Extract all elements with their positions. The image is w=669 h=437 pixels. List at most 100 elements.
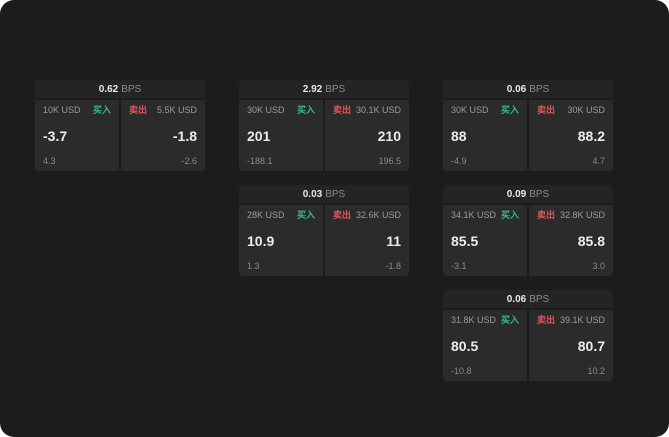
buy-delta: 1.3	[247, 261, 260, 271]
sell-label: 卖出	[537, 210, 556, 220]
buy-price: 10.9	[247, 233, 275, 249]
sell-top-row: 卖出 30K USD	[537, 106, 605, 115]
quote-card: 2.92 BPS 30K USD 买入 201 -188.1 卖出 30.1K …	[239, 80, 409, 171]
sell-panel[interactable]: 卖出 32.8K USD 85.8 3.0	[529, 205, 613, 276]
spread-header: 0.06 BPS	[443, 80, 613, 98]
spread-unit: BPS	[325, 83, 346, 95]
buy-delta: 4.3	[43, 156, 56, 166]
buy-label: 买入	[500, 315, 519, 325]
sell-label: 卖出	[129, 105, 148, 115]
buy-amount: 30K USD	[247, 105, 285, 115]
spread-unit: BPS	[325, 188, 346, 200]
spread-unit: BPS	[529, 188, 550, 200]
buy-amount: 28K USD	[247, 210, 285, 220]
sell-label: 卖出	[333, 210, 352, 220]
quote-panels: 28K USD 买入 10.9 1.3 卖出 32.6K USD 11 -1.8	[239, 205, 409, 276]
sell-amount: 5.5K USD	[156, 105, 197, 115]
buy-delta: -3.1	[451, 261, 467, 271]
buy-price: 80.5	[451, 338, 479, 354]
quote-panels: 34.1K USD 买入 85.5 -3.1 卖出 32.8K USD 85.8…	[443, 205, 613, 276]
quote-card: 0.62 BPS 10K USD 买入 -3.7 4.3 卖出 5.5K USD	[35, 80, 205, 171]
sell-amount: 30K USD	[567, 105, 605, 115]
sell-delta: 10.2	[587, 366, 605, 376]
sell-label: 卖出	[537, 315, 556, 325]
sell-label: 卖出	[537, 105, 556, 115]
sell-panel[interactable]: 卖出 30K USD 88.2 4.7	[529, 100, 613, 171]
spread-header: 0.09 BPS	[443, 185, 613, 203]
sell-panel[interactable]: 卖出 30.1K USD 210 196.5	[325, 100, 409, 171]
buy-top-row: 34.1K USD 买入	[451, 211, 519, 220]
quote-card: 0.09 BPS 34.1K USD 买入 85.5 -3.1 卖出 32.8K…	[443, 185, 613, 276]
sell-panel[interactable]: 卖出 5.5K USD -1.8 -2.6	[121, 100, 205, 171]
buy-top-row: 28K USD 买入	[247, 211, 315, 220]
sell-delta: -1.8	[385, 261, 401, 271]
sell-top-row: 卖出 32.8K USD	[537, 211, 605, 220]
buy-delta: -10.8	[451, 366, 472, 376]
buy-amount: 31.8K USD	[451, 315, 497, 325]
quote-card: 0.06 BPS 31.8K USD 买入 80.5 -10.8 卖出 39.1…	[443, 290, 613, 381]
sell-panel[interactable]: 卖出 32.6K USD 11 -1.8	[325, 205, 409, 276]
buy-amount: 10K USD	[43, 105, 81, 115]
spread-value: 0.62	[98, 83, 119, 95]
quote-card: 0.06 BPS 30K USD 买入 88 -4.9 卖出 30K USD	[443, 80, 613, 171]
sell-price: 88.2	[577, 128, 605, 144]
sell-price: 85.8	[577, 233, 605, 249]
sell-price: 210	[377, 128, 401, 144]
buy-label: 买入	[296, 210, 315, 220]
sell-amount: 39.1K USD	[559, 315, 605, 325]
buy-amount: 34.1K USD	[451, 210, 497, 220]
buy-label: 买入	[296, 105, 315, 115]
sell-price: -1.8	[172, 128, 197, 144]
sell-top-row: 卖出 32.6K USD	[333, 211, 401, 220]
buy-panel[interactable]: 30K USD 买入 201 -188.1	[239, 100, 323, 171]
quote-panels: 30K USD 买入 88 -4.9 卖出 30K USD 88.2 4.7	[443, 100, 613, 171]
buy-panel[interactable]: 10K USD 买入 -3.7 4.3	[35, 100, 119, 171]
quote-panels: 10K USD 买入 -3.7 4.3 卖出 5.5K USD -1.8 -2.…	[35, 100, 205, 171]
buy-label: 买入	[92, 105, 111, 115]
quote-panels: 31.8K USD 买入 80.5 -10.8 卖出 39.1K USD 80.…	[443, 310, 613, 381]
sell-top-row: 卖出 30.1K USD	[333, 106, 401, 115]
spread-unit: BPS	[529, 83, 550, 95]
sell-delta: 4.7	[592, 156, 605, 166]
buy-panel[interactable]: 34.1K USD 买入 85.5 -3.1	[443, 205, 527, 276]
sell-delta: -2.6	[181, 156, 197, 166]
buy-panel[interactable]: 30K USD 买入 88 -4.9	[443, 100, 527, 171]
spread-header: 0.03 BPS	[239, 185, 409, 203]
sell-top-row: 卖出 39.1K USD	[537, 316, 605, 325]
sell-price: 80.7	[577, 338, 605, 354]
buy-top-row: 10K USD 买入	[43, 106, 111, 115]
buy-price: 88	[451, 128, 467, 144]
buy-price: 85.5	[451, 233, 479, 249]
spread-value: 0.09	[506, 188, 527, 200]
buy-top-row: 31.8K USD 买入	[451, 316, 519, 325]
buy-price: 201	[247, 128, 271, 144]
quote-panels: 30K USD 买入 201 -188.1 卖出 30.1K USD 210 1…	[239, 100, 409, 171]
spread-unit: BPS	[529, 293, 550, 305]
sell-amount: 30.1K USD	[355, 105, 401, 115]
buy-top-row: 30K USD 买入	[247, 106, 315, 115]
spread-unit: BPS	[121, 83, 142, 95]
sell-delta: 196.5	[378, 156, 401, 166]
quote-cards-grid: 0.62 BPS 10K USD 买入 -3.7 4.3 卖出 5.5K USD	[35, 80, 613, 381]
sell-panel[interactable]: 卖出 39.1K USD 80.7 10.2	[529, 310, 613, 381]
buy-label: 买入	[500, 210, 519, 220]
buy-panel[interactable]: 31.8K USD 买入 80.5 -10.8	[443, 310, 527, 381]
sell-top-row: 卖出 5.5K USD	[129, 106, 197, 115]
spread-header: 0.62 BPS	[35, 80, 205, 98]
spread-value: 0.06	[506, 293, 527, 305]
sell-delta: 3.0	[592, 261, 605, 271]
quote-card: 0.03 BPS 28K USD 买入 10.9 1.3 卖出 32.6K US…	[239, 185, 409, 276]
spread-header: 2.92 BPS	[239, 80, 409, 98]
buy-top-row: 30K USD 买入	[451, 106, 519, 115]
spread-value: 2.92	[302, 83, 323, 95]
sell-amount: 32.6K USD	[355, 210, 401, 220]
sell-label: 卖出	[333, 105, 352, 115]
spread-value: 0.03	[302, 188, 323, 200]
sell-amount: 32.8K USD	[559, 210, 605, 220]
spread-value: 0.06	[506, 83, 527, 95]
spread-header: 0.06 BPS	[443, 290, 613, 308]
buy-panel[interactable]: 28K USD 买入 10.9 1.3	[239, 205, 323, 276]
buy-delta: -188.1	[247, 156, 273, 166]
buy-label: 买入	[500, 105, 519, 115]
